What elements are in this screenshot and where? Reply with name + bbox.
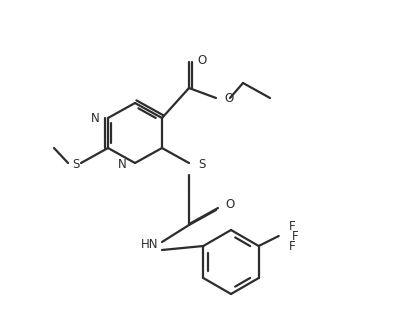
Text: F: F	[292, 230, 298, 244]
Text: S: S	[72, 159, 80, 171]
Text: O: O	[224, 91, 233, 104]
Text: HN: HN	[141, 239, 158, 252]
Text: O: O	[225, 198, 234, 211]
Text: N: N	[91, 112, 100, 124]
Text: N: N	[118, 159, 127, 171]
Text: F: F	[289, 239, 296, 253]
Text: O: O	[197, 53, 206, 67]
Text: F: F	[289, 220, 296, 234]
Text: S: S	[198, 159, 205, 171]
